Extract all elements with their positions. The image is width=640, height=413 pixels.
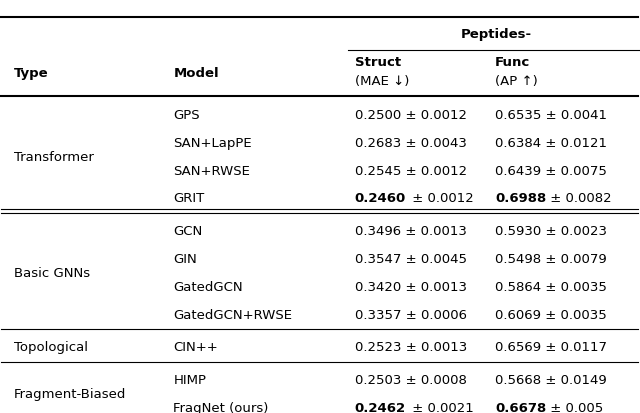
Text: 0.2500 ± 0.0012: 0.2500 ± 0.0012 <box>355 109 467 121</box>
Text: 0.3420 ± 0.0013: 0.3420 ± 0.0013 <box>355 281 467 294</box>
Text: 0.2462: 0.2462 <box>355 402 406 413</box>
Text: Type: Type <box>14 66 49 80</box>
Text: 0.6069 ± 0.0035: 0.6069 ± 0.0035 <box>495 309 607 322</box>
Text: 0.3496 ± 0.0013: 0.3496 ± 0.0013 <box>355 225 467 238</box>
Text: 0.2545 ± 0.0012: 0.2545 ± 0.0012 <box>355 164 467 178</box>
Text: 0.6678: 0.6678 <box>495 402 546 413</box>
Text: Fragment-Biased: Fragment-Biased <box>14 388 127 401</box>
Text: 0.2503 ± 0.0008: 0.2503 ± 0.0008 <box>355 374 467 387</box>
Text: (MAE ↓): (MAE ↓) <box>355 75 409 88</box>
Text: Basic GNNs: Basic GNNs <box>14 267 90 280</box>
Text: GatedGCN+RWSE: GatedGCN+RWSE <box>173 309 292 322</box>
Text: (AP ↑): (AP ↑) <box>495 75 538 88</box>
Text: 0.5864 ± 0.0035: 0.5864 ± 0.0035 <box>495 281 607 294</box>
Text: Transformer: Transformer <box>14 150 94 164</box>
Text: 0.3547 ± 0.0045: 0.3547 ± 0.0045 <box>355 253 467 266</box>
Text: 0.3357 ± 0.0006: 0.3357 ± 0.0006 <box>355 309 467 322</box>
Text: 0.6569 ± 0.0117: 0.6569 ± 0.0117 <box>495 342 607 354</box>
Text: ± 0.0012: ± 0.0012 <box>408 192 474 205</box>
Text: 0.2523 ± 0.0013: 0.2523 ± 0.0013 <box>355 342 467 354</box>
Text: ± 0.0082: ± 0.0082 <box>546 192 611 205</box>
Text: GPS: GPS <box>173 109 200 121</box>
Text: GCN: GCN <box>173 225 203 238</box>
Text: 0.5498 ± 0.0079: 0.5498 ± 0.0079 <box>495 253 607 266</box>
Text: Func: Func <box>495 56 530 69</box>
Text: HIMP: HIMP <box>173 374 206 387</box>
Text: 0.2460: 0.2460 <box>355 192 406 205</box>
Text: GIN: GIN <box>173 253 197 266</box>
Text: ± 0.0021: ± 0.0021 <box>408 402 474 413</box>
Text: ± 0.005: ± 0.005 <box>546 402 603 413</box>
Text: 0.6535 ± 0.0041: 0.6535 ± 0.0041 <box>495 109 607 121</box>
Text: Model: Model <box>173 66 219 80</box>
Text: CIN++: CIN++ <box>173 342 218 354</box>
Text: Peptides-: Peptides- <box>461 28 532 41</box>
Text: FragNet (ours): FragNet (ours) <box>173 402 269 413</box>
Text: 0.6988: 0.6988 <box>495 192 546 205</box>
Text: 0.6384 ± 0.0121: 0.6384 ± 0.0121 <box>495 137 607 150</box>
Text: Topological: Topological <box>14 342 88 354</box>
Text: SAN+LapPE: SAN+LapPE <box>173 137 252 150</box>
Text: GatedGCN: GatedGCN <box>173 281 243 294</box>
Text: Struct: Struct <box>355 56 401 69</box>
Text: 0.5930 ± 0.0023: 0.5930 ± 0.0023 <box>495 225 607 238</box>
Text: 0.6439 ± 0.0075: 0.6439 ± 0.0075 <box>495 164 607 178</box>
Text: SAN+RWSE: SAN+RWSE <box>173 164 250 178</box>
Text: 0.5668 ± 0.0149: 0.5668 ± 0.0149 <box>495 374 607 387</box>
Text: 0.2683 ± 0.0043: 0.2683 ± 0.0043 <box>355 137 467 150</box>
Text: GRIT: GRIT <box>173 192 205 205</box>
